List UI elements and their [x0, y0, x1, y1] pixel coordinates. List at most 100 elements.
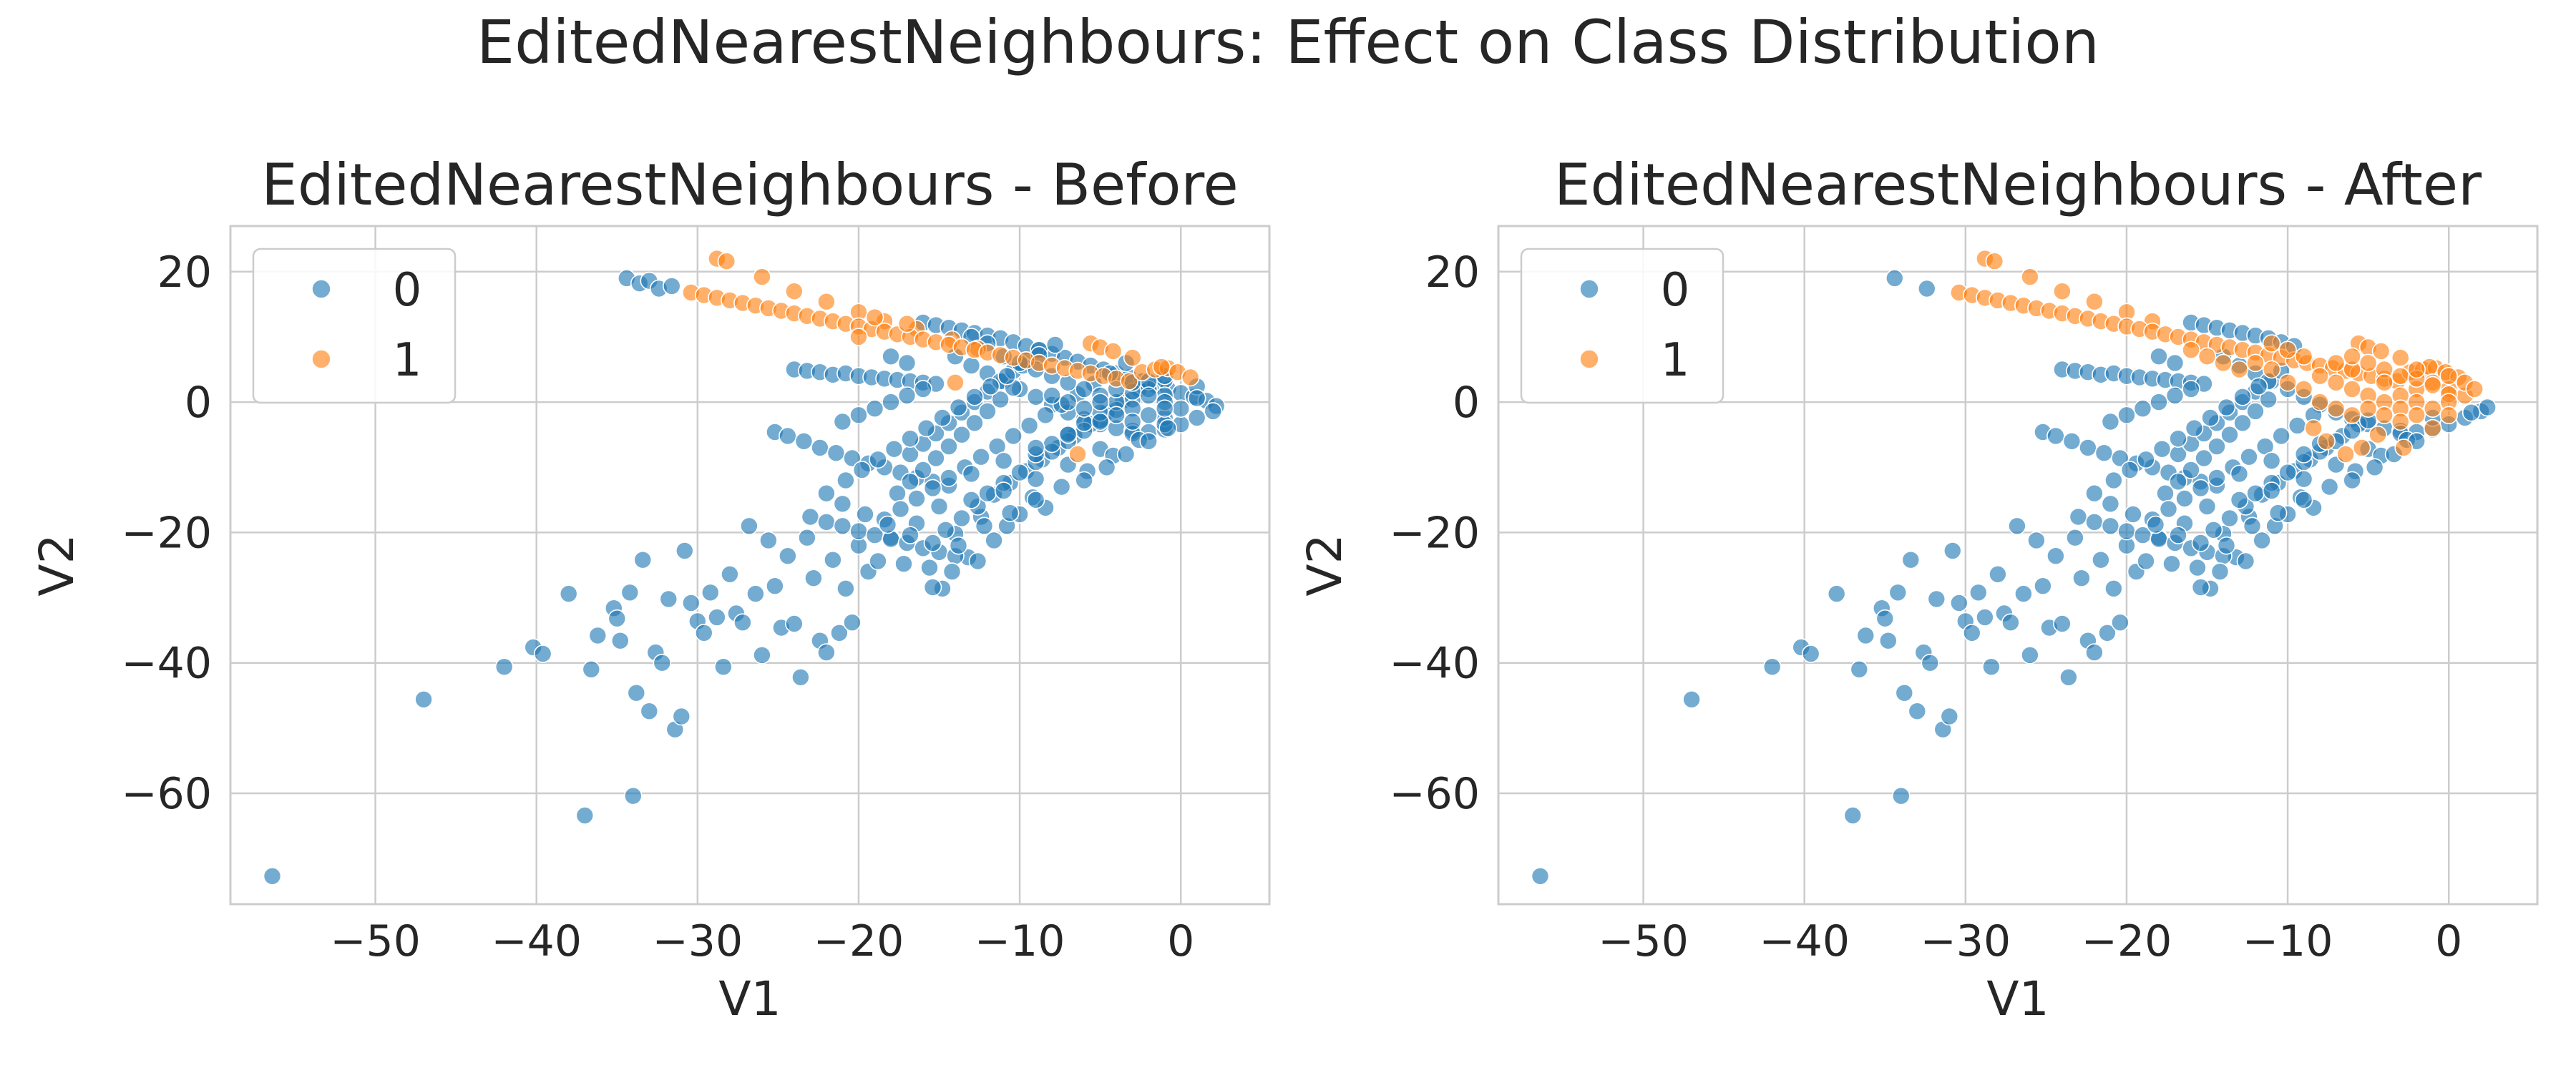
data-point	[1801, 645, 1820, 663]
data-point	[824, 550, 842, 569]
data-point	[1123, 348, 1142, 367]
data-point	[1103, 342, 1123, 361]
data-point	[930, 497, 949, 516]
data-point	[1075, 380, 1093, 398]
data-point	[1036, 406, 1055, 425]
data-point	[2085, 512, 2104, 531]
data-point	[717, 252, 736, 271]
data-point	[942, 562, 962, 581]
data-point	[2111, 449, 2129, 468]
data-point	[833, 494, 852, 514]
data-point	[2188, 558, 2207, 577]
data-point	[1120, 372, 1138, 391]
data-point	[2249, 377, 2268, 396]
data-point	[920, 558, 939, 577]
data-point	[1052, 477, 1071, 496]
data-point	[2423, 418, 2442, 438]
data-point	[1058, 425, 1078, 444]
data-point	[633, 550, 653, 569]
data-point	[2423, 376, 2442, 395]
data-point	[2304, 418, 2323, 438]
data-point	[2294, 490, 2313, 509]
data-point	[2230, 464, 2249, 484]
y-axis-label: V2	[1297, 534, 1352, 596]
data-point	[263, 867, 282, 886]
data-point	[2311, 393, 2329, 411]
legend: 01	[1520, 248, 1724, 404]
legend-label: 0	[1661, 264, 1690, 317]
data-point	[1950, 594, 1968, 612]
legend: 01	[252, 248, 457, 404]
data-point	[2233, 387, 2252, 406]
data-point	[588, 626, 608, 645]
data-point	[2098, 623, 2117, 642]
data-point	[1204, 402, 1222, 421]
data-point	[2120, 461, 2140, 479]
data-point	[2262, 334, 2281, 353]
panel-before: −50 −40 −30 −20 −10 0 20 0 −20 −40 −60 V1 V2 EditedNe…	[29, 152, 1271, 1027]
data-point	[1895, 683, 1914, 702]
data-point	[2439, 406, 2458, 425]
data-point	[817, 512, 836, 531]
data-point	[2191, 479, 2210, 498]
x-tick-label: −40	[491, 916, 582, 966]
data-point	[2462, 403, 2481, 422]
data-point	[2294, 347, 2313, 366]
data-point	[2243, 516, 2262, 536]
x-tick-label: −50	[1598, 916, 1689, 966]
data-point	[811, 438, 829, 457]
data-point	[817, 484, 836, 503]
data-point	[1026, 387, 1045, 406]
data-point	[907, 489, 926, 508]
data-point	[2137, 450, 2155, 469]
y-axis-label: V2	[29, 534, 84, 596]
data-point	[759, 531, 778, 550]
data-point	[2014, 584, 2033, 603]
data-point	[2343, 406, 2361, 425]
data-point	[2465, 380, 2484, 398]
legend-marker-0	[1579, 279, 1599, 299]
y-tick-label: −60	[1389, 769, 1480, 819]
legend-marker-1	[311, 349, 331, 369]
data-point	[981, 377, 1000, 396]
data-point	[897, 353, 917, 373]
data-point	[894, 554, 913, 574]
data-point	[608, 609, 627, 628]
data-point	[1827, 584, 1846, 603]
axes-title: EditedNearestNeighbours - After	[1554, 152, 2482, 218]
axes-frame	[229, 225, 1271, 906]
data-point	[740, 516, 758, 536]
data-point	[1043, 386, 1061, 405]
data-point	[923, 479, 942, 498]
data-point	[2343, 421, 2361, 441]
data-point	[1850, 660, 1869, 679]
y-tick-label: −60	[121, 769, 212, 819]
data-point	[946, 373, 965, 392]
data-point	[575, 806, 595, 825]
x-axis-label: V1	[718, 971, 781, 1027]
data-point	[2407, 360, 2426, 379]
data-point	[833, 412, 852, 431]
data-point	[2207, 469, 2226, 487]
data-point	[1901, 550, 1921, 569]
data-point	[878, 515, 897, 534]
data-point	[1026, 438, 1045, 457]
data-point	[2336, 445, 2355, 464]
data-point	[1026, 490, 1045, 509]
data-point	[1091, 393, 1110, 411]
data-point	[2169, 526, 2187, 544]
data-point	[2246, 402, 2265, 421]
data-point	[2220, 425, 2239, 444]
data-point	[662, 277, 681, 295]
data-point	[1020, 416, 1039, 435]
data-point	[1943, 542, 1962, 560]
scatter-points	[263, 249, 1226, 886]
data-point	[2311, 366, 2329, 386]
data-point	[2094, 444, 2114, 463]
data-point	[1908, 702, 1927, 721]
data-point	[2201, 408, 2220, 427]
data-point	[962, 356, 981, 375]
data-point	[978, 484, 997, 503]
data-point	[2368, 425, 2387, 444]
